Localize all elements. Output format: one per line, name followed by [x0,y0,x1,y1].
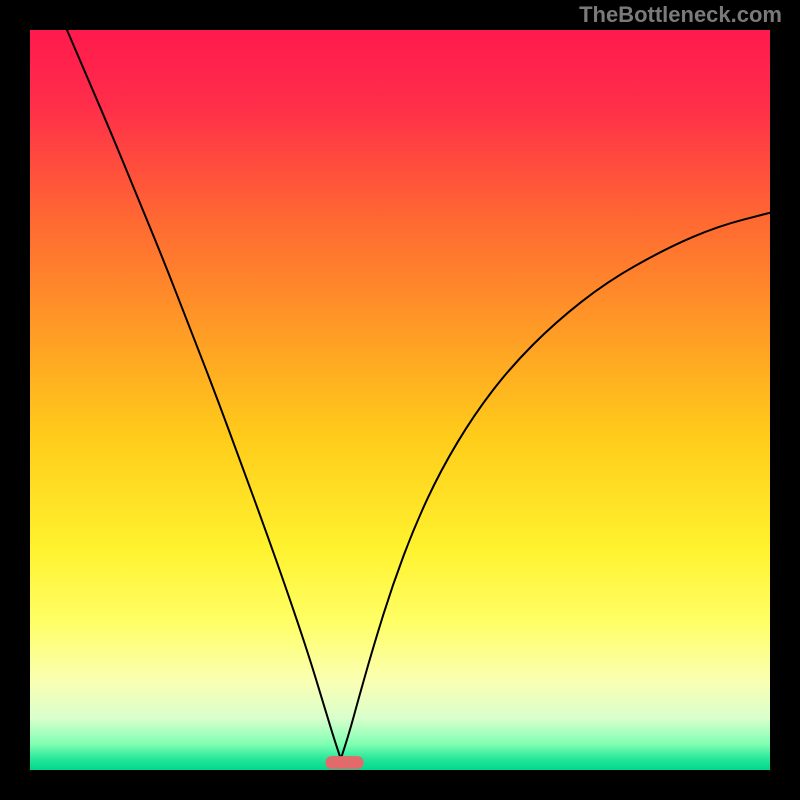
curve-right-branch [341,213,770,759]
chart-svg [0,0,800,800]
chart-frame: TheBottleneck.com [0,0,800,800]
watermark-text: TheBottleneck.com [579,2,782,28]
curve-left-branch [67,30,341,759]
bottleneck-marker [326,756,364,769]
